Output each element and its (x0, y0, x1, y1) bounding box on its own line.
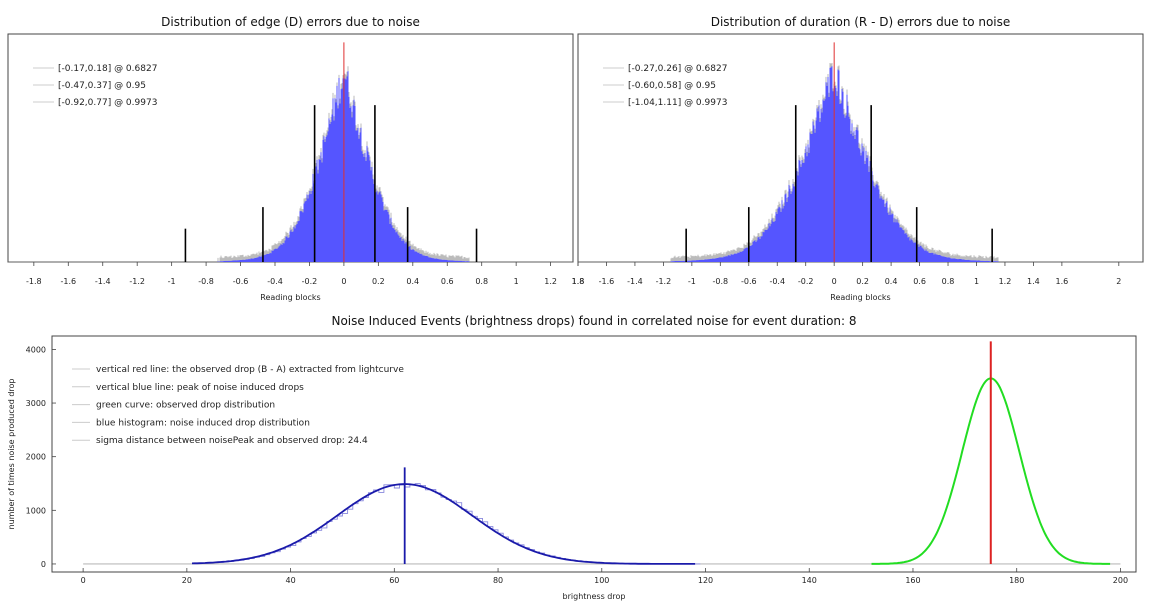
x-tick-label: -1.6 (599, 277, 615, 286)
x-tick-label: 0.8 (475, 277, 488, 286)
legend-entry: [-0.92,0.77] @ 0.9973 (58, 98, 157, 108)
x-tick-label: 120 (698, 576, 713, 585)
x-tick-label: 140 (802, 576, 817, 585)
x-tick-label: 0.4 (406, 277, 419, 286)
panel-1: -1.8 -1.6 -1.4 -1.2 -1 -0.8 -0.6 -0.4 -0.2 0 0.2 0.… (7, 15, 574, 302)
chart-title: Noise Induced Events (brightness drops) … (331, 314, 856, 328)
y-tick-label: 0 (41, 560, 46, 569)
legend-entry: [-0.17,0.18] @ 0.6827 (58, 64, 157, 74)
x-tick-label: 0 (341, 277, 346, 286)
y-axis-label: number of times noise produced drop (7, 379, 16, 530)
x-tick-label: 160 (905, 576, 920, 585)
y-tick-label: 3000 (26, 399, 46, 408)
x-axis-label: Reading blocks (830, 293, 890, 302)
legend-entry: [-0.27,0.26] @ 0.6827 (628, 64, 727, 74)
x-tick-label: -0.8 (713, 277, 729, 286)
x-tick-label: 1.4 (1027, 277, 1040, 286)
y-tick-label: 1000 (26, 506, 46, 515)
chart-title: Distribution of duration (R - D) errors … (711, 15, 1011, 29)
x-tick-label: 1.2 (999, 277, 1012, 286)
legend-entry: [-1.04,1.11] @ 0.9973 (628, 98, 727, 108)
x-tick-label: 1.6 (1056, 277, 1069, 286)
x-tick-label: -0.2 (798, 277, 814, 286)
x-tick-label: 0.2 (856, 277, 869, 286)
legend-entry: blue histogram: noise induced drop distr… (96, 418, 310, 428)
x-tick-label: -0.8 (198, 277, 214, 286)
x-tick-label: 200 (1113, 576, 1128, 585)
x-tick-label: 0 (832, 277, 837, 286)
x-tick-label: 80 (493, 576, 503, 585)
x-tick-label: 40 (285, 576, 295, 585)
x-tick-label: -0.6 (233, 277, 249, 286)
x-tick-label: 0.4 (885, 277, 898, 286)
x-tick-label: 2 (1116, 277, 1121, 286)
x-tick-label: -0.4 (769, 277, 785, 286)
x-tick-label: 1.2 (544, 277, 557, 286)
x-tick-label: 1 (974, 277, 979, 286)
x-tick-label: -1.2 (656, 277, 672, 286)
x-tick-label: 0.6 (913, 277, 926, 286)
x-axis-label: brightness drop (563, 592, 626, 601)
x-tick-label: 0.8 (942, 277, 955, 286)
legend-entry: vertical blue line: peak of noise induce… (96, 383, 304, 393)
x-tick-label: -1.4 (627, 277, 643, 286)
x-tick-label: 1 (514, 277, 519, 286)
x-tick-label: 180 (1009, 576, 1024, 585)
x-tick-label: -0.4 (267, 277, 283, 286)
x-tick-label: 100 (594, 576, 609, 585)
x-tick-label: -1 (688, 277, 696, 286)
plot-frame (7, 33, 574, 263)
chart-title: Distribution of edge (D) errors due to n… (161, 15, 420, 29)
blue-fit-curve (191, 483, 696, 565)
x-tick-label: 1.8 (572, 277, 585, 286)
legend-entry: green curve: observed drop distribution (96, 401, 275, 411)
panel-2: 1.8 -1.6 -1.4 -1.2 -1 -0.8 -0.6 -0.4 -0.2 0 0.2 0.4… (572, 15, 1144, 302)
legend-entry: [-0.60,0.58] @ 0.95 (628, 81, 716, 91)
x-tick-label: 20 (182, 576, 192, 585)
histogram-bars (670, 63, 999, 262)
legend-entry: vertical red line: the observed drop (B … (96, 365, 404, 375)
x-tick-label: -1.6 (60, 277, 76, 286)
x-tick-label: -0.2 (302, 277, 318, 286)
plot-frame (51, 335, 1137, 573)
x-tick-label: 0.6 (441, 277, 454, 286)
x-tick-label: -1 (168, 277, 176, 286)
x-tick-label: 60 (389, 576, 399, 585)
x-tick-label: 0.2 (372, 277, 385, 286)
legend-entry: [-0.47,0.37] @ 0.95 (58, 81, 146, 91)
x-tick-label: -1.4 (95, 277, 111, 286)
x-tick-label: 1.8 (572, 277, 585, 286)
panel-3: 0 20 40 60 80 100 120 140 160 180 2000100020003000… (7, 314, 1137, 601)
x-tick-label: -0.6 (741, 277, 757, 286)
y-tick-label: 4000 (26, 345, 46, 354)
y-tick-label: 2000 (26, 453, 46, 462)
legend-entry: sigma distance between noisePeak and obs… (96, 436, 368, 446)
x-tick-label: -1.8 (26, 277, 42, 286)
x-tick-label: -1.2 (129, 277, 145, 286)
x-axis-label: Reading blocks (260, 293, 320, 302)
x-tick-label: 0 (81, 576, 86, 585)
